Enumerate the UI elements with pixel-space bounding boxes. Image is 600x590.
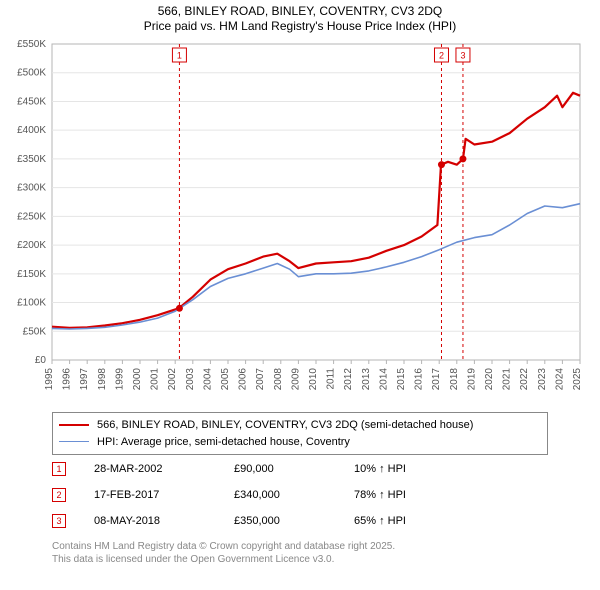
x-axis-label: 2015 (396, 368, 407, 391)
x-axis-label: 2003 (185, 368, 196, 391)
sale-marker-number: 2 (439, 51, 444, 61)
chart-title-block: 566, BINLEY ROAD, BINLEY, COVENTRY, CV3 … (0, 0, 600, 34)
sale-marker-dot (438, 161, 445, 168)
sale-marker-icon: 1 (52, 462, 66, 476)
x-axis-label: 2006 (238, 368, 249, 391)
chart-svg: £0 £50K £100K £150K £200K £250K £300K £350K £400… (0, 38, 600, 402)
x-axis-label: 2011 (326, 368, 337, 390)
y-axis-label: £50K (23, 326, 47, 337)
x-axis-label: 1996 (62, 368, 73, 391)
sale-marker-number: 3 (460, 51, 465, 61)
sale-row: 1 28-MAR-2002£90,00010% ↑ HPI (52, 456, 406, 482)
sale-marker-icon: 3 (52, 514, 66, 528)
sale-marker-dot (459, 155, 466, 162)
sale-price: £90,000 (234, 463, 354, 475)
x-axis-label: 2012 (343, 368, 354, 391)
legend-row-hpi: HPI: Average price, semi-detached house,… (59, 434, 541, 451)
y-axis-label: £100K (17, 298, 46, 309)
x-axis-label: 2019 (466, 368, 477, 391)
y-axis-label: £0 (35, 355, 47, 366)
y-axis-label: £500K (17, 68, 46, 79)
sale-price: £350,000 (234, 515, 354, 527)
x-axis-label: 2007 (255, 368, 266, 391)
y-axis-label: £300K (17, 183, 46, 194)
y-axis-label: £450K (17, 96, 46, 107)
x-axis-label: 1998 (97, 368, 108, 391)
y-axis-label: £150K (17, 269, 46, 280)
legend-row-price-paid: 566, BINLEY ROAD, BINLEY, COVENTRY, CV3 … (59, 417, 541, 434)
y-axis-label: £200K (17, 240, 46, 251)
chart-title-line2: Price paid vs. HM Land Registry's House … (0, 19, 600, 34)
x-axis-label: 2024 (554, 368, 565, 391)
attribution-footer: Contains HM Land Registry data © Crown c… (52, 540, 395, 566)
chart: £0 £50K £100K £150K £200K £250K £300K £350K £400… (0, 38, 600, 402)
plot-area (52, 44, 580, 360)
sale-marker-number: 1 (177, 51, 182, 61)
y-axis-label: £400K (17, 125, 46, 136)
legend-swatch-hpi (59, 441, 89, 442)
x-axis-label: 2014 (378, 368, 389, 391)
x-axis-label: 2008 (273, 368, 284, 391)
legend-label-price-paid: 566, BINLEY ROAD, BINLEY, COVENTRY, CV3 … (97, 417, 473, 434)
x-axis-label: 2000 (132, 368, 143, 391)
x-axis-label: 2004 (202, 368, 213, 391)
sale-list: 1 28-MAR-2002£90,00010% ↑ HPI 2 17-FEB-2017… (52, 456, 406, 534)
y-axis-label: £250K (17, 211, 46, 222)
x-axis-label: 2022 (519, 368, 530, 391)
x-axis-label: 2010 (308, 368, 319, 391)
sale-date: 08-MAY-2018 (94, 515, 234, 527)
x-axis-label: 1995 (44, 368, 55, 391)
sale-date: 28-MAR-2002 (94, 463, 234, 475)
x-axis-label: 1997 (79, 368, 90, 391)
x-axis-label: 2001 (150, 368, 161, 391)
sale-relative-hpi: 65% ↑ HPI (354, 515, 406, 527)
sale-marker-icon: 2 (52, 488, 66, 502)
x-axis-label: 2025 (572, 368, 583, 391)
sale-row: 3 08-MAY-2018£350,00065% ↑ HPI (52, 508, 406, 534)
chart-title-line1: 566, BINLEY ROAD, BINLEY, COVENTRY, CV3 … (0, 4, 600, 19)
footer-line2: This data is licensed under the Open Gov… (52, 553, 395, 566)
y-axis-label: £550K (17, 39, 46, 50)
legend-label-hpi: HPI: Average price, semi-detached house,… (97, 434, 350, 451)
sale-marker-dot (176, 305, 183, 312)
sale-date: 17-FEB-2017 (94, 489, 234, 501)
x-axis-label: 2009 (290, 368, 301, 391)
x-axis-label: 2023 (537, 368, 548, 391)
page: 566, BINLEY ROAD, BINLEY, COVENTRY, CV3 … (0, 0, 600, 590)
sale-relative-hpi: 78% ↑ HPI (354, 489, 406, 501)
legend-swatch-price-paid (59, 424, 89, 426)
footer-line1: Contains HM Land Registry data © Crown c… (52, 540, 395, 553)
x-axis-label: 2017 (431, 368, 442, 391)
x-axis-label: 2021 (502, 368, 513, 391)
x-axis-label: 2016 (414, 368, 425, 391)
sale-row: 2 17-FEB-2017£340,00078% ↑ HPI (52, 482, 406, 508)
x-axis-label: 1999 (114, 368, 125, 391)
x-axis-label: 2020 (484, 368, 495, 391)
x-axis-label: 2005 (220, 368, 231, 391)
legend: 566, BINLEY ROAD, BINLEY, COVENTRY, CV3 … (52, 412, 548, 455)
x-axis-label: 2013 (361, 368, 372, 391)
y-axis-label: £350K (17, 154, 46, 165)
sale-relative-hpi: 10% ↑ HPI (354, 463, 406, 475)
x-axis-label: 2002 (167, 368, 178, 391)
sale-price: £340,000 (234, 489, 354, 501)
x-axis-label: 2018 (449, 368, 460, 391)
